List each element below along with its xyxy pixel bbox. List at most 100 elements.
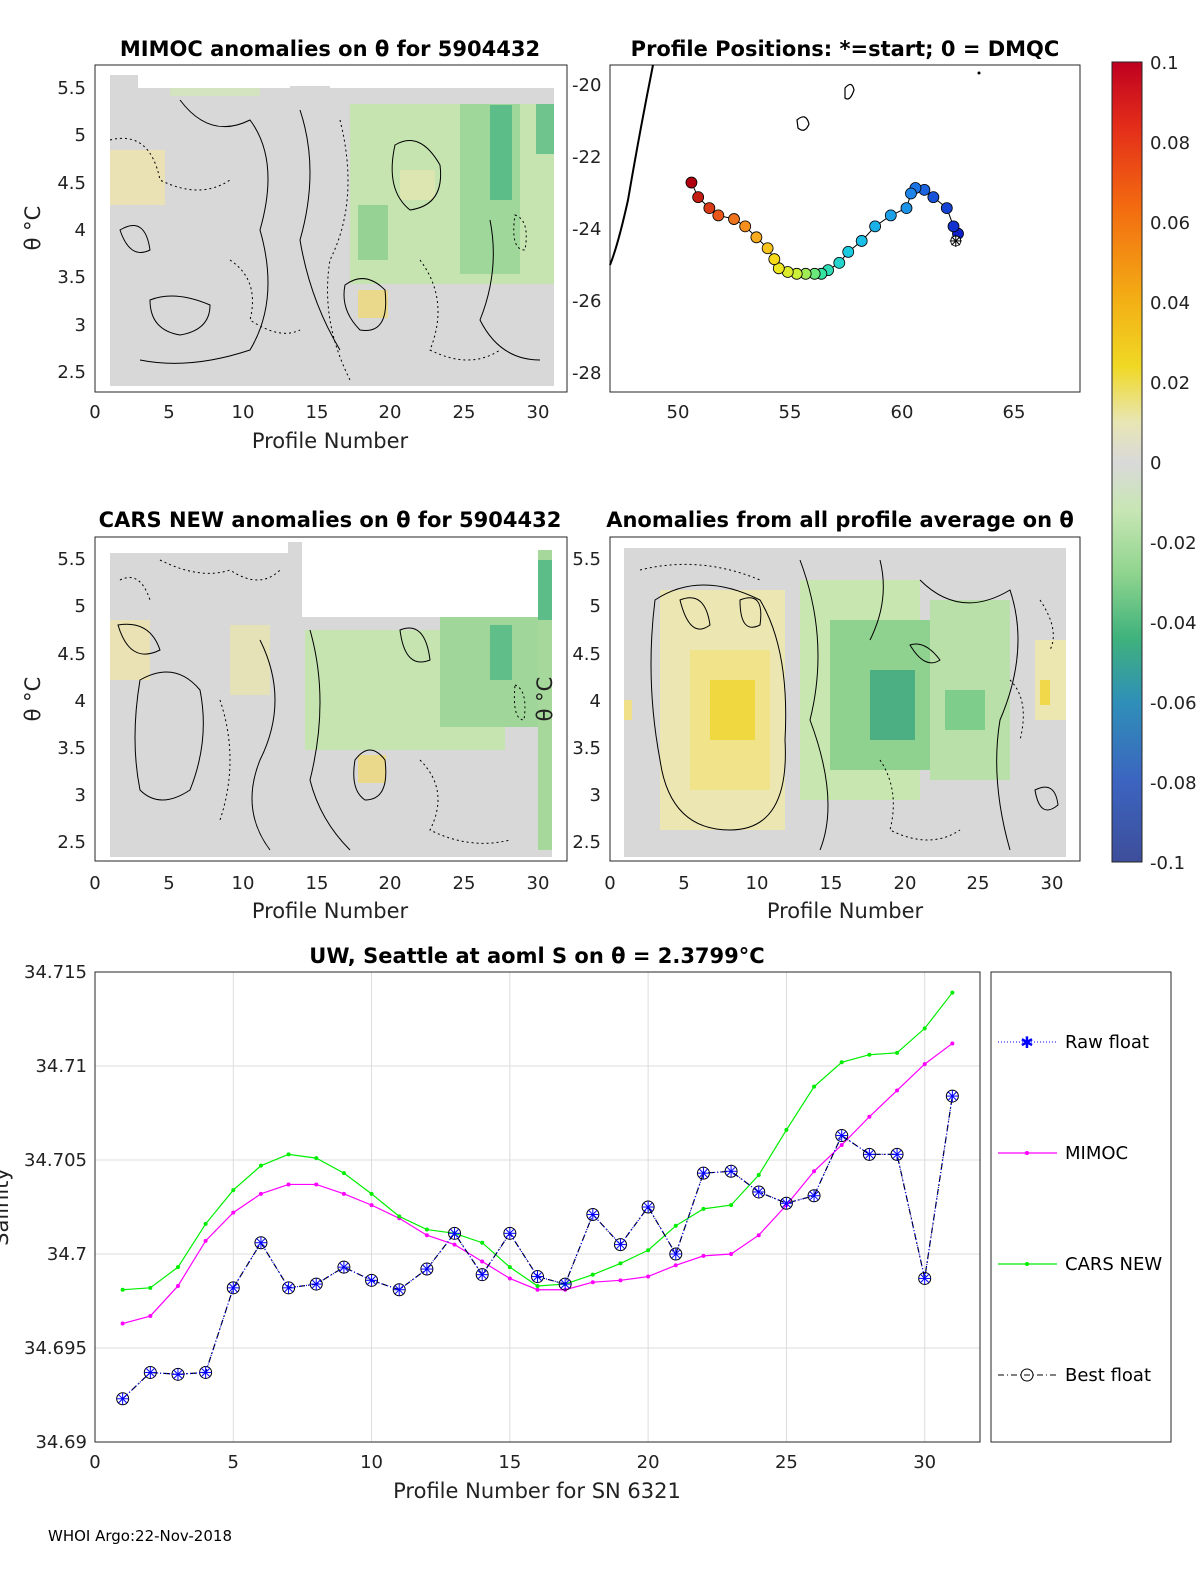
data-point (254, 1236, 267, 1249)
data-point (448, 1227, 461, 1240)
salinity-yticks: 34.715 34.71 34.705 34.7 34.695 34.69 (24, 962, 87, 1453)
data-point (171, 1368, 184, 1381)
data-point (812, 1084, 817, 1089)
data-point (946, 1090, 959, 1103)
tick-label: 5.5 (572, 549, 601, 570)
tick-label: 15 (306, 873, 329, 894)
tick-label: 15 (306, 402, 329, 423)
tick-label: 5.5 (57, 78, 86, 99)
tick-label: 10 (360, 1452, 383, 1473)
profile-position-point (833, 256, 846, 269)
mimoc-panel: MIMOC anomalies on θ for 5904432 (21, 37, 568, 453)
data-point (507, 1276, 512, 1281)
salinity-ylabel: Salinity (0, 1168, 13, 1246)
coastline (609, 64, 981, 266)
data-point (231, 1188, 236, 1193)
colorbar: 0.1 0.08 0.06 0.04 0.02 0 -0.02 -0.04 -0… (1111, 53, 1197, 874)
salinity-title: UW, Seattle at aoml S on θ = 2.3799°C (309, 944, 764, 968)
data-point (480, 1259, 485, 1264)
data-point (535, 1283, 540, 1288)
legend-item: Best float (1065, 1365, 1151, 1386)
data-point (314, 1182, 319, 1187)
tick-label: 50 (667, 402, 690, 423)
tick-label: 5 (228, 1452, 239, 1473)
legend-box (990, 971, 1172, 1443)
data-point (646, 1248, 651, 1253)
data-point (752, 1185, 765, 1198)
tick-label: 0 (89, 1452, 100, 1473)
tick-label: -0.02 (1150, 533, 1197, 554)
tick-label: 0.06 (1150, 213, 1190, 234)
tick-label: 30 (527, 873, 550, 894)
profile-position-point (905, 187, 917, 200)
tick-label: 4.5 (572, 644, 601, 665)
tick-label: 2.5 (57, 832, 86, 853)
data-point (729, 1203, 734, 1208)
data-point (424, 1233, 429, 1238)
tick-label: 0.1 (1150, 53, 1179, 74)
footer-stamp: WHOI Argo:22-Nov-2018 (48, 1527, 232, 1545)
tick-label: 4.5 (57, 644, 86, 665)
allprof-panel: Anomalies from all profile average on θ (533, 508, 1081, 923)
profile-position-point (750, 231, 763, 244)
positions-axes-box (609, 64, 1081, 393)
cars-heatmap (110, 542, 552, 857)
data-point (725, 1165, 738, 1178)
data-point (148, 1314, 153, 1319)
data-point (922, 1026, 927, 1031)
data-point (531, 1270, 544, 1283)
profile-position-point (703, 202, 716, 215)
tick-label: -0.06 (1150, 693, 1197, 714)
allprof-title: Anomalies from all profile average on θ (606, 508, 1074, 532)
data-point (314, 1156, 319, 1161)
profile-position-point (712, 209, 725, 222)
colorbar-gradient (1111, 61, 1143, 863)
tick-label: 0 (604, 873, 615, 894)
data-point (673, 1223, 678, 1228)
data-point (424, 1227, 429, 1232)
data-point (175, 1265, 180, 1270)
start-marker-icon (949, 234, 962, 247)
allprof-xlabel: Profile Number (767, 899, 924, 923)
data-point (476, 1268, 489, 1281)
allprof-ylabel: θ °C (533, 677, 557, 722)
colorbar-labels: 0.1 0.08 0.06 0.04 0.02 0 -0.02 -0.04 -0… (1150, 53, 1197, 874)
data-point (227, 1281, 240, 1294)
profile-position-point (940, 202, 953, 215)
asterisk-icon: ✱ (1020, 1033, 1033, 1052)
data-point (231, 1210, 236, 1215)
data-point (199, 1366, 212, 1379)
data-point (120, 1321, 125, 1326)
profile-position-point (842, 245, 855, 258)
positions-title: Profile Positions: *=start; 0 = DMQC (631, 37, 1060, 61)
data-point (646, 1274, 651, 1279)
tick-label: 4 (590, 691, 601, 712)
data-point (203, 1221, 208, 1226)
data-point (839, 1060, 844, 1065)
data-point (756, 1233, 761, 1238)
tick-label: -0.08 (1150, 773, 1197, 794)
tick-label: 34.71 (35, 1056, 87, 1077)
tick-label: 0.04 (1150, 293, 1190, 314)
tick-label: 0.08 (1150, 133, 1190, 154)
tick-label: 5 (590, 596, 601, 617)
series-line-best-float (122, 1095, 953, 1400)
data-point (282, 1281, 295, 1294)
data-point (895, 1088, 900, 1093)
tick-label: -22 (572, 147, 601, 168)
data-point (286, 1152, 291, 1157)
tick-label: 4.5 (57, 173, 86, 194)
profile-position-point (728, 213, 740, 225)
profile-position-point (692, 191, 705, 204)
data-point (812, 1169, 817, 1174)
data-point (397, 1214, 402, 1219)
data-point (697, 1167, 710, 1180)
salinity-xticks: 0 5 10 15 20 25 30 (89, 1452, 936, 1473)
positions-xticks: 50 55 60 65 (667, 402, 1026, 423)
tick-label: 10 (232, 402, 255, 423)
cars-title: CARS NEW anomalies on θ for 5904432 (99, 508, 562, 532)
data-point (618, 1261, 623, 1266)
data-point (950, 1041, 955, 1046)
tick-label: 34.695 (24, 1338, 87, 1359)
mimoc-yticks: 5.5 5 4.5 4 3.5 3 2.5 (57, 78, 86, 383)
